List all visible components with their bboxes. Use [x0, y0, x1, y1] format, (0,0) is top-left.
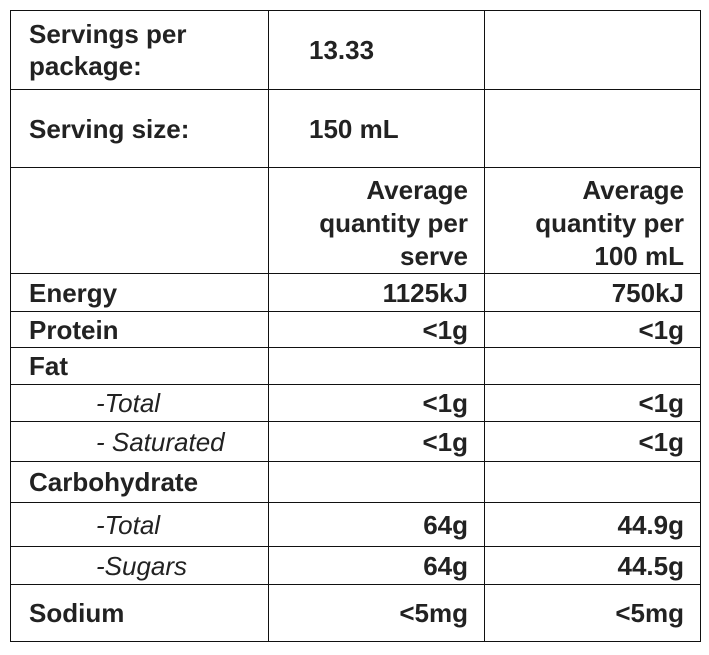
nutrient-value: 750kJ	[484, 273, 701, 312]
nutrient-value: 1125kJ	[268, 273, 485, 312]
nutrient-value: <1g	[484, 311, 701, 348]
info-value: 13.33	[268, 10, 485, 90]
table-row: Protein <1g <1g	[10, 311, 701, 348]
nutrient-label: Fat	[10, 347, 269, 385]
nutrition-table: Servings per package: 13.33 Serving size: 1…	[10, 10, 701, 642]
nutrient-value: <1g	[268, 311, 485, 348]
nutrient-value: <5mg	[268, 584, 485, 642]
nutrient-value: <1g	[268, 421, 485, 462]
label-text: -Total	[96, 509, 161, 540]
info-value: 150 mL	[268, 89, 485, 168]
column-header: Average quantity per serve	[268, 167, 485, 274]
info-label: Servings per package:	[10, 10, 269, 90]
nutrient-value: 64g	[268, 546, 485, 585]
table-row: -Total 64g 44.9g	[10, 502, 701, 547]
label-text: -Sugars	[96, 550, 188, 581]
empty-cell	[268, 461, 485, 503]
table-row: Sodium <5mg <5mg	[10, 584, 701, 642]
nutrient-value: <1g	[268, 384, 485, 422]
nutrient-label: Sodium	[10, 584, 269, 642]
table-row: -Sugars 64g 44.5g	[10, 546, 701, 585]
table-row: - Saturated <1g <1g	[10, 421, 701, 462]
nutrient-value: 64g	[268, 502, 485, 547]
label-text: - Saturated	[96, 426, 225, 457]
nutrient-label: - Saturated	[10, 421, 269, 462]
empty-cell	[484, 89, 701, 168]
nutrient-label: -Total	[10, 384, 269, 422]
table-row: Servings per package: 13.33	[10, 10, 701, 90]
nutrient-label: Carbohydrate	[10, 461, 269, 503]
table-row: Energy 1125kJ 750kJ	[10, 273, 701, 312]
table-row: Average quantity per serve Average quanti…	[10, 167, 701, 274]
nutrient-value: 44.5g	[484, 546, 701, 585]
nutrient-value: <1g	[484, 384, 701, 422]
table-row: Serving size: 150 mL	[10, 89, 701, 168]
info-label: Serving size:	[10, 89, 269, 168]
table-body: Servings per package: 13.33 Serving size: 1…	[10, 10, 701, 642]
label-text: -Total	[96, 388, 161, 418]
empty-cell	[484, 347, 701, 385]
table-row: Carbohydrate	[10, 461, 701, 503]
nutrient-label: -Sugars	[10, 546, 269, 585]
table-row: Fat	[10, 347, 701, 385]
nutrient-label: -Total	[10, 502, 269, 547]
nutrient-label: Energy	[10, 273, 269, 312]
nutrient-value: <1g	[484, 421, 701, 462]
empty-cell	[268, 347, 485, 385]
empty-cell	[484, 10, 701, 90]
table-row: -Total <1g <1g	[10, 384, 701, 422]
empty-cell	[10, 167, 269, 274]
nutrient-label: Protein	[10, 311, 269, 348]
empty-cell	[484, 461, 701, 503]
column-header: Average quantity per 100 mL	[484, 167, 701, 274]
nutrient-value: <5mg	[484, 584, 701, 642]
nutrient-value: 44.9g	[484, 502, 701, 547]
